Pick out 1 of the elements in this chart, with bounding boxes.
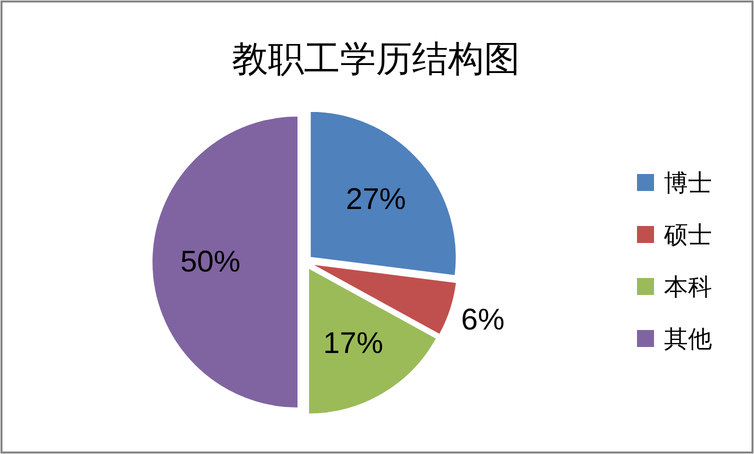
title: 教职工学历结构图 bbox=[232, 39, 520, 80]
